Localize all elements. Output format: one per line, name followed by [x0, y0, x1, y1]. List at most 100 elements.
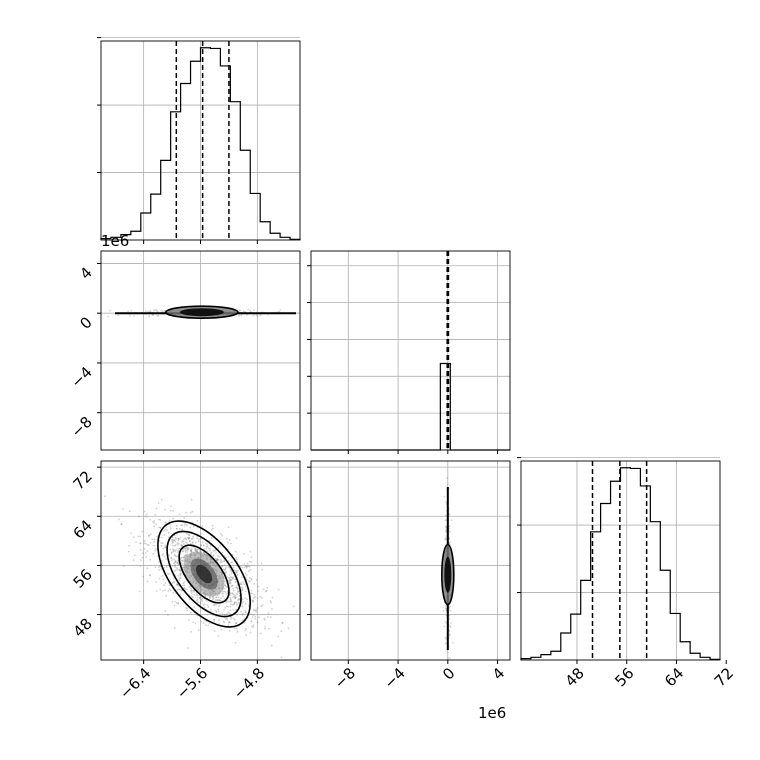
scatter-point: [159, 588, 162, 591]
scatter-point: [127, 550, 130, 553]
scatter-point: [235, 570, 238, 572]
scatter-point: [187, 548, 189, 551]
scatter-point: [228, 582, 231, 585]
scatter-point: [222, 568, 225, 571]
scatter-point: [448, 606, 451, 609]
scatter-point: [235, 596, 238, 599]
scatter-point: [256, 315, 259, 318]
scatter-point: [218, 556, 221, 558]
scatter-point: [230, 561, 233, 564]
scatter-point: [209, 547, 211, 550]
scatter-point: [205, 624, 207, 626]
scatter-point: [241, 566, 243, 569]
scatter-point: [253, 582, 256, 585]
scatter-point: [145, 516, 148, 518]
scatter-point: [176, 583, 179, 585]
scatter-point: [148, 574, 151, 576]
scatter-point: [227, 560, 230, 562]
scatter-point: [161, 554, 164, 557]
scatter-point: [161, 575, 164, 577]
scatter-point: [117, 314, 120, 317]
scatter-point: [231, 604, 234, 606]
scatter-point: [223, 590, 226, 593]
scatter-point: [144, 542, 147, 545]
scatter-point: [182, 542, 185, 545]
scatter-point: [177, 539, 180, 542]
scatter-point: [252, 599, 255, 602]
x-tick-label-p0: −6.4: [116, 664, 154, 702]
scatter-point: [224, 584, 226, 587]
scatter-point: [246, 563, 249, 565]
scatter-point: [266, 586, 269, 589]
scatter-point: [182, 560, 185, 562]
scatter-point: [235, 622, 237, 625]
scatter-point: [269, 600, 272, 602]
scatter-point: [149, 518, 152, 521]
scatter-point: [143, 510, 146, 513]
scatter-point: [450, 519, 453, 522]
scatter-point: [201, 541, 204, 544]
scatter-point: [444, 536, 447, 539]
scatter-point: [173, 539, 176, 542]
scatter-point: [223, 597, 226, 600]
scatter-point: [207, 547, 210, 550]
scatter-point: [213, 604, 215, 607]
scatter-point: [231, 576, 233, 579]
scatter-point: [245, 627, 247, 630]
density-core: [195, 564, 213, 584]
scatter-point: [227, 621, 230, 624]
scatter-point: [224, 567, 227, 570]
scatter-point: [228, 612, 231, 615]
scatter-point: [179, 588, 181, 591]
scatter-point: [149, 574, 151, 577]
scatter-point: [164, 610, 167, 612]
scatter-point: [221, 565, 224, 567]
scatter-point: [139, 535, 142, 538]
scatter-point: [198, 597, 201, 600]
scatter-point: [259, 632, 262, 635]
x-tick-label-p1: 4: [489, 664, 508, 683]
scatter-point: [233, 627, 236, 630]
scatter-point: [233, 603, 236, 606]
scatter-point: [184, 588, 187, 590]
scatter-point: [223, 614, 226, 616]
scatter-point: [171, 540, 174, 543]
scatter-point: [221, 592, 224, 595]
y-tick-label-p2: 56: [70, 566, 96, 592]
scatter-point: [221, 551, 224, 554]
scatter-point: [185, 537, 187, 540]
scatter-point: [167, 572, 169, 575]
scatter-point: [235, 627, 238, 630]
scatter-point: [183, 523, 186, 525]
scatter-point: [250, 592, 253, 595]
scatter-point: [240, 576, 243, 579]
scatter-point: [179, 536, 182, 539]
scatter-point: [202, 604, 205, 606]
scatter-point: [198, 550, 201, 552]
scatter-point: [160, 568, 163, 570]
scatter-point: [281, 622, 284, 624]
scatter-point: [253, 609, 256, 612]
scatter-point: [158, 577, 161, 580]
x-tick-label-p1: −4: [381, 664, 409, 692]
scatter-point: [223, 608, 226, 611]
scatter-point: [155, 523, 158, 526]
scatter-point: [235, 570, 238, 573]
scatter-point: [250, 613, 253, 616]
scatter-point: [445, 638, 448, 641]
scatter-point: [170, 557, 173, 560]
scatter-point: [185, 554, 188, 556]
scatter-point: [260, 605, 263, 608]
scatter-point: [168, 519, 171, 522]
scatter-point: [176, 533, 178, 536]
scatter-point: [165, 594, 168, 597]
scatter-point: [155, 581, 157, 583]
scatter-point: [171, 548, 174, 550]
scatter-point: [444, 519, 447, 522]
scatter-point: [449, 541, 452, 544]
scatter-point: [189, 550, 192, 553]
scatter-point: [152, 309, 155, 312]
scatter-point: [160, 498, 163, 501]
scatter-point: [139, 542, 142, 545]
scatter-point: [184, 523, 187, 526]
